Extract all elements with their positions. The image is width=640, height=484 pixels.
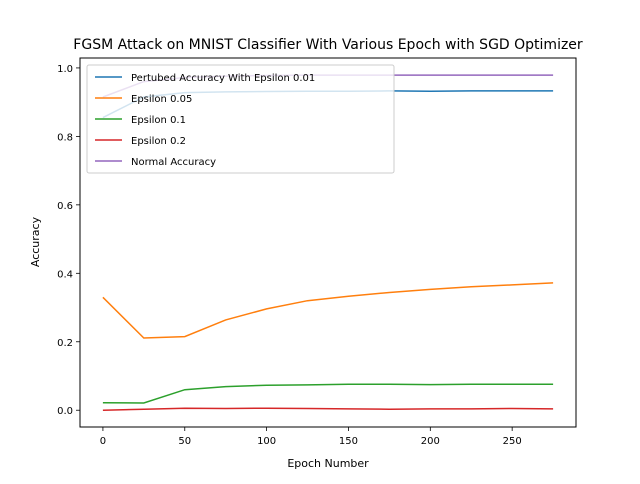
legend-box [86, 64, 395, 174]
legend-label-3: Epsilon 0.2 [131, 136, 186, 147]
x-tick-label: 50 [178, 436, 191, 447]
x-axis: 0 50 100 150 200 250 [100, 427, 522, 447]
plot-frame [79, 57, 577, 428]
y-tick-label: 0.0 [57, 406, 73, 417]
x-tick-label: 200 [421, 436, 440, 447]
y-tick-label: 1.0 [57, 64, 73, 75]
legend-label-2: Epsilon 0.1 [131, 115, 186, 126]
y-axis-label: Accuracy [29, 216, 42, 267]
y-tick-label: 0.8 [57, 132, 73, 143]
x-tick-label: 100 [257, 436, 276, 447]
y-tick-label: 0.6 [57, 201, 73, 212]
series-line-3 [102, 407, 554, 411]
legend-label-4: Normal Accuracy [131, 157, 216, 168]
legend-label-0: Pertubed Accuracy With Epsilon 0.01 [131, 73, 315, 84]
y-tick-label: 0.4 [57, 269, 73, 280]
y-tick-label: 0.2 [57, 338, 73, 349]
x-tick-label: 250 [503, 436, 522, 447]
series-line-1 [102, 282, 554, 339]
legend-label-1: Epsilon 0.05 [131, 94, 192, 105]
legend: Pertubed Accuracy With Epsilon 0.01 Epsil… [86, 64, 395, 174]
y-axis: 0.0 0.2 0.4 0.6 0.8 1.0 [57, 64, 80, 417]
x-tick-label: 150 [339, 436, 358, 447]
x-tick-label: 0 [100, 436, 106, 447]
x-axis-label: Epoch Number [287, 457, 369, 470]
chart-title: FGSM Attack on MNIST Classifier With Var… [73, 37, 583, 53]
series-line-2 [102, 383, 554, 404]
